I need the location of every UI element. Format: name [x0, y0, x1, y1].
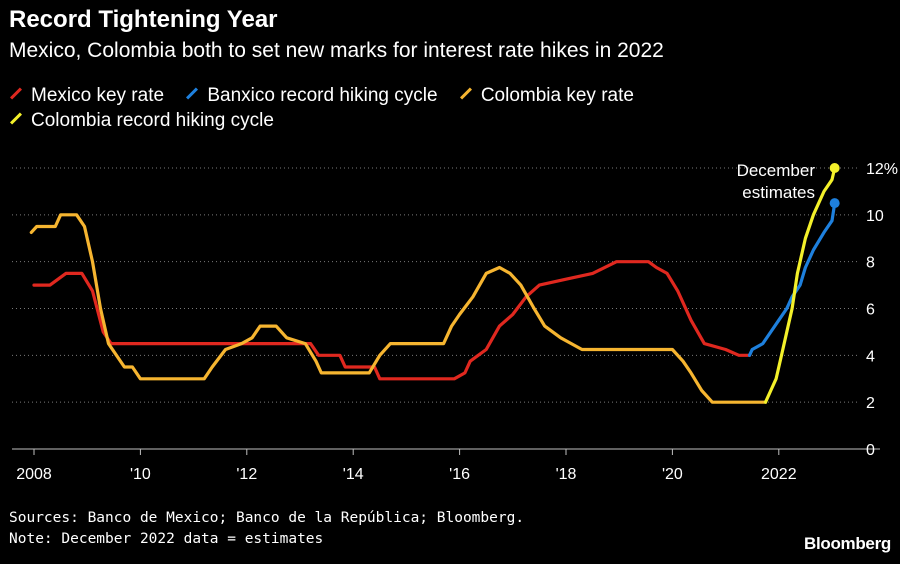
legend-label-colombia-key-rate: Colombia key rate — [480, 85, 634, 106]
y-axis-ticks: 0 2 4 6 8 10 12% — [866, 161, 898, 459]
y-tick-label-4: 4 — [866, 348, 875, 365]
series-line-banxico-record-hiking-cycle — [747, 201, 837, 357]
gridlines — [12, 167, 858, 403]
chart-title: Record Tightening Year — [9, 6, 278, 33]
x-tick-label-2010: '10 — [130, 466, 151, 483]
x-tick-label-2008: 2008 — [16, 466, 52, 483]
x-tick-label-2020: '20 — [662, 466, 683, 483]
end-marker-banxico-record-hiking-cycle — [829, 198, 840, 209]
annotation-line-0: December — [737, 161, 816, 180]
x-axis-ticks: 2008 '10 '12 '14 '16 '18 '20 2022 — [16, 449, 797, 483]
legend-label-mexico-key-rate: Mexico key rate — [31, 85, 165, 106]
y-tick-label-8: 8 — [866, 255, 875, 272]
bloomberg-logo: Bloomberg — [803, 534, 891, 553]
legend-label-banxico-hiking-cycle: Banxico record hiking cycle — [207, 85, 438, 106]
legend-item-colombia-key-rate: Colombia key rate — [459, 83, 634, 108]
y-tick-label-10: 10 — [866, 208, 884, 225]
sources-text: Sources: Banco de Mexico; Banco de la Re… — [9, 510, 525, 526]
legend-item-colombia-hiking-cycle: Colombia record hiking cycle — [9, 108, 274, 133]
x-tick-label-2016: '16 — [449, 466, 470, 483]
chart-subtitle: Mexico, Colombia both to set new marks f… — [9, 39, 664, 62]
y-tick-label-0: 0 — [866, 442, 875, 459]
y-tick-label-12: 12% — [866, 161, 898, 178]
series-lines — [29, 166, 837, 404]
legend-label-colombia-hiking-cycle: Colombia record hiking cycle — [31, 110, 274, 131]
annotation: December estimates — [737, 161, 840, 209]
x-tick-label-2014: '14 — [343, 466, 364, 483]
x-tick-label-2012: '12 — [236, 466, 257, 483]
y-tick-label-2: 2 — [866, 395, 875, 412]
series-line-colombia-key-rate — [29, 213, 768, 404]
y-tick-label-6: 6 — [866, 302, 875, 319]
legend: Mexico key rate Banxico record hiking cy… — [9, 83, 769, 133]
series-line-colombia-record-hiking-cycle — [763, 166, 837, 404]
footer: Sources: Banco de Mexico; Banco de la Re… — [9, 508, 524, 550]
end-marker-colombia-record-hiking-cycle — [829, 163, 840, 173]
note-text: Note: December 2022 data = estimates — [9, 531, 324, 547]
x-tick-label-2022: 2022 — [761, 466, 797, 483]
legend-item-mexico-key-rate: Mexico key rate — [9, 83, 164, 108]
annotation-line-1: estimates — [742, 183, 815, 202]
legend-item-banxico-hiking-cycle: Banxico record hiking cycle — [185, 83, 438, 108]
series-line-mexico-key-rate — [32, 260, 752, 381]
x-tick-label-2018: '18 — [556, 466, 577, 483]
